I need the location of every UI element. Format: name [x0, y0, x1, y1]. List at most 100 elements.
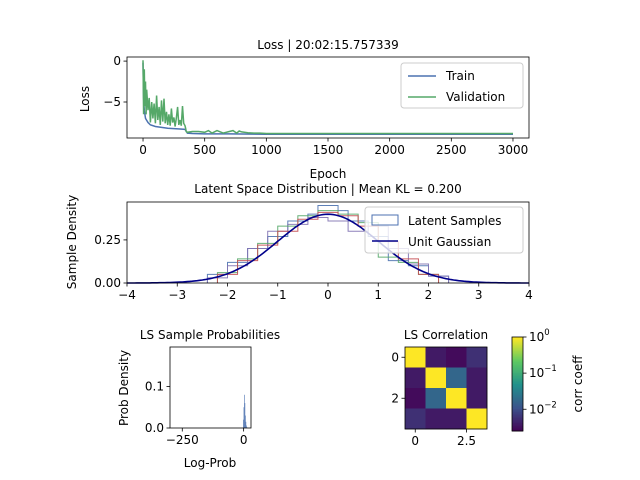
latent-ylabel: Sample Density	[65, 195, 79, 289]
logprob-bar	[243, 407, 245, 428]
corr-colorbar-segment	[512, 412, 523, 415]
logprob-bar	[245, 421, 247, 428]
corr-colorbar-segment	[512, 369, 523, 372]
corr-colorbar-segment	[512, 355, 523, 358]
loss-legend-validation: Validation	[446, 90, 505, 104]
loss-legend: Train Validation	[400, 62, 524, 109]
corr-colorbar-segment	[512, 387, 523, 390]
logprob-bar	[246, 427, 248, 428]
latent-xtick-label: −4	[118, 288, 136, 302]
corr-title: LS Correlation	[404, 328, 488, 342]
latent-xtick-label: 0	[324, 288, 332, 302]
corr-colorbar-segment	[512, 346, 523, 349]
corr-axes-frame	[404, 346, 488, 430]
corr-cell	[446, 367, 467, 389]
corr-colorbar-segment	[512, 379, 523, 382]
corr-cell	[446, 408, 467, 430]
corr-colorbar-segment	[512, 358, 523, 361]
logprob-ytick-label: 0.1	[145, 379, 164, 393]
corr-colorbar-segment	[512, 341, 523, 344]
logprob-xtick-label: −250	[166, 433, 199, 447]
corr-colorbar-segment	[512, 421, 523, 424]
logprob-plot-area: −250 0 0.0 0.1	[145, 346, 252, 447]
corr-colorbar-segment	[512, 382, 523, 385]
loss-xlabel: Epoch	[310, 167, 347, 181]
corr-colorbar-segment	[512, 393, 523, 396]
corr-cell	[466, 388, 488, 409]
corr-colorbar-segment	[512, 347, 523, 351]
corr-colorbar-segment	[512, 366, 523, 369]
loss-xtick-label: 3000	[498, 143, 529, 157]
logprob-bar	[245, 415, 246, 428]
corr-colorbar-segment	[512, 423, 523, 426]
corr-cell	[405, 388, 426, 409]
corr-cell	[425, 388, 447, 409]
corr-colorbar-segment	[512, 427, 523, 430]
corr-colorbar-segment	[512, 351, 523, 354]
corr-colorbar-segment	[512, 371, 523, 374]
corr-colorbar-segment	[512, 401, 523, 404]
loss-title: Loss | 20:02:15.757339	[257, 38, 399, 52]
corr-colorbar-segment	[512, 404, 523, 407]
corr-colorbar-segment	[512, 352, 523, 355]
corr-colorbar-segment	[512, 416, 523, 419]
corr-colorbar-segment	[512, 362, 523, 365]
latent-ytick-label: 0.00	[94, 276, 121, 290]
loss-xtick-label: 2500	[436, 143, 467, 157]
latent-legend-gaussian: Unit Gaussian	[408, 235, 491, 249]
corr-colorbar-segment	[512, 338, 523, 341]
latent-legend-samples: Latent Samples	[408, 214, 502, 228]
corr-colorbar-segment	[512, 409, 523, 412]
latent-unit-gaussian	[127, 213, 529, 284]
corr-cell	[405, 367, 426, 389]
corr-colorbar-segment	[512, 402, 523, 405]
loss-xtick-label: 1500	[313, 143, 344, 157]
corr-colorbar-segment	[512, 384, 523, 387]
corr-colorbar-frame	[511, 336, 524, 432]
corr-colorbar-tick-label: 10−1	[529, 364, 557, 380]
latent-hist-1	[206, 217, 450, 283]
corr-cell	[425, 408, 447, 430]
corr-colorbar-segment	[512, 349, 523, 352]
latent-xtick-label: 4	[525, 288, 533, 302]
logprob-xlabel: Log-Prob	[184, 456, 236, 470]
corr-colorbar-segment	[512, 360, 523, 363]
corr-cell	[405, 347, 426, 368]
corr-colorbar-segment	[512, 413, 523, 416]
corr-colorbar-segment	[512, 354, 523, 357]
corr-xtick-label: 2.5	[457, 434, 476, 448]
latent-xtick-label: −3	[168, 288, 186, 302]
corr-colorbar-segment	[512, 388, 523, 391]
corr-colorbar-segment	[512, 365, 523, 368]
logprob-ytick-label: 0.0	[145, 421, 164, 435]
corr-colorbar-tick-label: 100	[529, 328, 550, 344]
corr-colorbar-segment	[512, 368, 523, 371]
latent-xtick-label: 1	[374, 288, 382, 302]
corr-cell	[446, 388, 467, 409]
logprob-bar	[244, 403, 246, 428]
corr-colorbar-label: corr coeff	[571, 355, 585, 413]
corr-cell	[466, 367, 488, 389]
corr-cell	[466, 347, 488, 368]
latent-legend-box	[364, 206, 524, 254]
latent-xtick-label: 2	[425, 288, 433, 302]
corr-colorbar-segment	[512, 424, 523, 427]
corr-colorbar-segment	[512, 396, 523, 399]
corr-colorbar-segment	[512, 426, 523, 429]
corr-colorbar-segment	[512, 344, 523, 347]
latent-ytick-label: 0.25	[94, 233, 121, 247]
loss-series-train	[142, 62, 513, 136]
corr-colorbar-segment	[512, 391, 523, 394]
corr-cell	[446, 347, 467, 368]
corr-chart: LS Correlation 0 2.5 0 2 100 10−1 10−2 corr c…	[391, 328, 585, 448]
logprob-axes-frame	[169, 346, 252, 429]
latent-xtick-label: −1	[269, 288, 287, 302]
corr-ytick-label: 2	[391, 391, 399, 405]
corr-colorbar-segment	[512, 390, 523, 393]
loss-plot-area: 0 500 1000 1500 2000 2500 3000 0 −5	[103, 54, 530, 157]
corr-colorbar-segment	[512, 377, 523, 380]
logprob-bar	[246, 425, 247, 428]
corr-ytick-label: 0	[391, 350, 399, 364]
